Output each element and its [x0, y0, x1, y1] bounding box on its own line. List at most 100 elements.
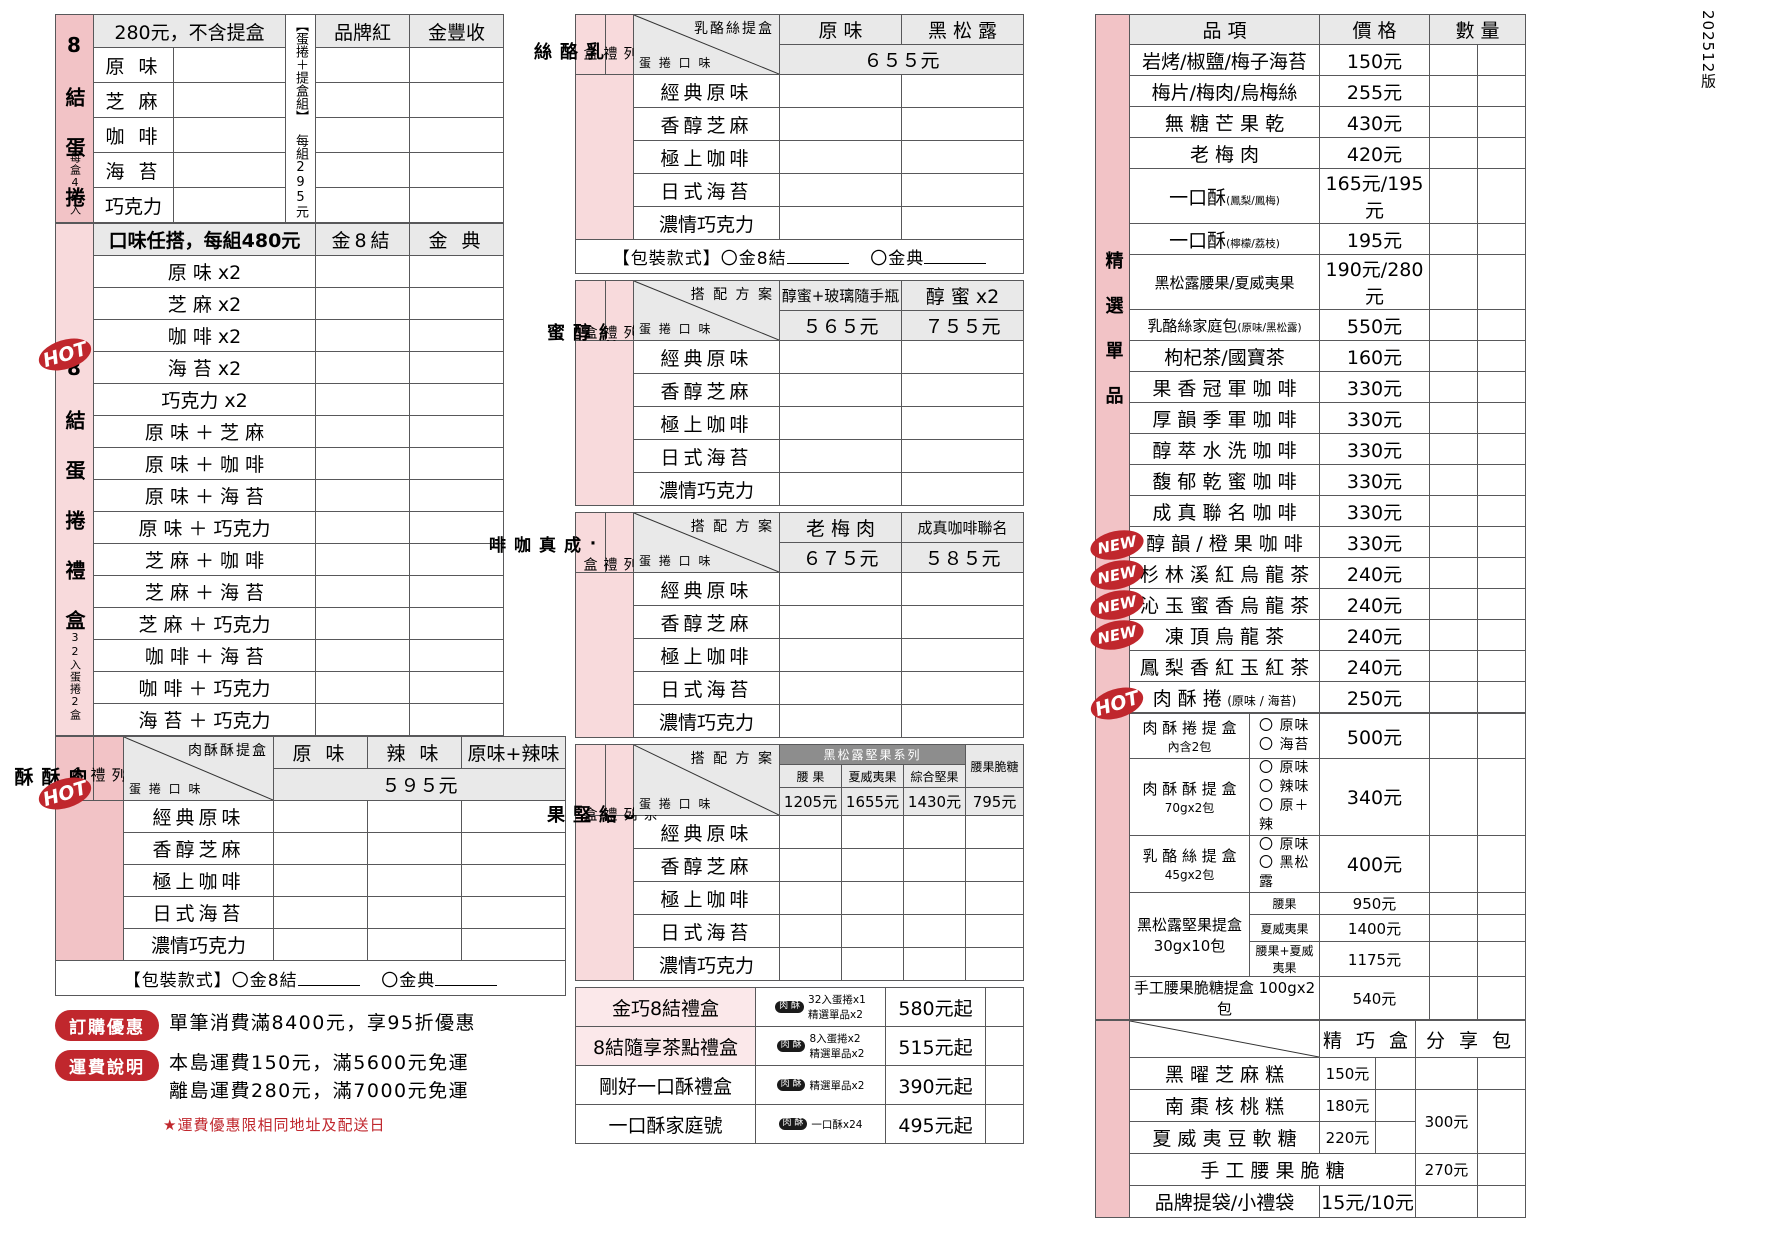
qty-input-cell[interactable] [409, 415, 504, 448]
qty-input-cell[interactable] [901, 340, 1024, 374]
qty-input-cell[interactable] [985, 1026, 1024, 1066]
qty-input-cell[interactable] [1476, 650, 1527, 682]
qty-input-cell[interactable] [1429, 941, 1478, 978]
qty-input-cell[interactable] [779, 439, 902, 473]
package-opt-classic-blank[interactable] [435, 984, 498, 986]
qty-input-cell[interactable] [409, 575, 504, 608]
qty-input-cell[interactable] [779, 74, 902, 108]
qty-input-cell[interactable] [461, 928, 566, 961]
package-opt-classic-blank[interactable] [924, 263, 987, 264]
qty-input-cell[interactable] [409, 117, 505, 153]
qty-input-cell[interactable] [409, 511, 504, 544]
qty-input-cell[interactable] [409, 319, 504, 352]
qty-input-cell[interactable] [1477, 1153, 1526, 1187]
qty-input-cell[interactable] [1477, 941, 1526, 978]
qty-input-cell[interactable] [315, 479, 410, 512]
qty-input-cell[interactable] [1429, 557, 1478, 589]
qty-input-cell[interactable] [409, 82, 505, 118]
qty-input-cell[interactable] [409, 255, 504, 288]
package-opt-classic[interactable]: 〇金典 [381, 970, 436, 991]
qty-input-cell[interactable] [965, 881, 1025, 915]
qty-input-cell[interactable] [1477, 758, 1526, 836]
qty-input-cell[interactable] [1477, 713, 1526, 759]
qty-input-cell[interactable] [315, 351, 410, 384]
qty-input-cell[interactable] [841, 848, 904, 882]
qty-input-cell[interactable] [1429, 892, 1478, 916]
qty-input-cell[interactable] [1429, 650, 1478, 682]
qty-input-cell[interactable] [367, 832, 462, 865]
qty-input-cell[interactable] [1477, 834, 1526, 894]
qty-input-cell[interactable] [1477, 892, 1526, 916]
qty-input-cell[interactable] [273, 864, 368, 897]
qty-input-cell[interactable] [779, 140, 902, 174]
package-opt-gold8[interactable]: 〇金8結 [720, 249, 787, 269]
package-style-note-cheese[interactable]: 【包裝款式】〇金8結 〇金典 [575, 239, 1024, 274]
qty-input-cell[interactable] [965, 914, 1025, 948]
qty-input-cell[interactable] [841, 914, 904, 948]
qty-input-cell[interactable] [1476, 495, 1527, 527]
package-opt-gold8-blank[interactable] [786, 263, 849, 264]
qty-input-cell[interactable] [315, 415, 410, 448]
qty-input-cell[interactable] [367, 864, 462, 897]
qty-input-cell[interactable] [1476, 526, 1527, 558]
qty-input-cell[interactable] [409, 479, 504, 512]
qty-input-cell[interactable] [901, 74, 1024, 108]
option-choice[interactable]: 〇 辣味 [1259, 778, 1310, 795]
qty-input-cell[interactable] [1429, 402, 1478, 434]
qty-input-cell[interactable] [1476, 309, 1527, 341]
qty-input-cell[interactable] [409, 287, 504, 320]
qty-input-cell[interactable] [1429, 44, 1478, 76]
qty-input-cell[interactable] [1375, 1121, 1416, 1155]
qty-input-cell[interactable] [1429, 223, 1478, 255]
qty-input-cell[interactable] [901, 107, 1024, 141]
qty-input-cell[interactable] [315, 511, 410, 544]
qty-input-cell[interactable] [901, 472, 1024, 506]
qty-input-cell[interactable] [1429, 433, 1478, 465]
qty-input-cell[interactable] [965, 815, 1025, 849]
qty-input-cell[interactable] [409, 351, 504, 384]
qty-input-cell[interactable] [779, 406, 902, 440]
qty-input-cell[interactable] [1476, 137, 1527, 169]
qty-input-cell[interactable] [1429, 106, 1478, 138]
qty-input-cell[interactable] [902, 881, 967, 915]
qty-input-cell[interactable] [779, 373, 902, 407]
qty-input-cell[interactable] [1429, 976, 1478, 1021]
qty-input-cell[interactable] [1415, 1185, 1478, 1219]
qty-input-cell[interactable] [409, 152, 505, 188]
qty-input-cell[interactable] [1476, 44, 1527, 76]
qty-input-cell[interactable] [779, 472, 902, 506]
qty-input-cell[interactable] [902, 815, 967, 849]
qty-input-cell[interactable] [901, 173, 1024, 207]
qty-input-cell[interactable] [315, 703, 410, 736]
qty-input-cell[interactable] [1477, 914, 1526, 943]
qty-input-cell[interactable] [1429, 834, 1478, 894]
qty-input-cell[interactable] [315, 47, 411, 83]
qty-input-cell[interactable] [1476, 464, 1527, 496]
qty-input-cell[interactable] [1476, 433, 1527, 465]
qty-input-cell[interactable] [315, 287, 410, 320]
qty-input-cell[interactable] [901, 671, 1024, 705]
qty-input-cell[interactable] [172, 187, 287, 223]
option-choice[interactable]: 〇 海苔 [1259, 737, 1310, 753]
qty-input-cell[interactable] [779, 572, 902, 606]
qty-input-cell[interactable] [1476, 588, 1527, 620]
qty-input-cell[interactable] [172, 82, 287, 118]
qty-input-cell[interactable] [409, 447, 504, 480]
qty-input-cell[interactable] [1477, 1089, 1526, 1155]
qty-input-cell[interactable] [409, 187, 505, 223]
qty-input-cell[interactable] [1476, 254, 1527, 310]
qty-input-cell[interactable] [315, 543, 410, 576]
qty-input-cell[interactable] [841, 947, 904, 981]
qty-input-cell[interactable] [1429, 371, 1478, 403]
qty-input-cell[interactable] [273, 800, 368, 833]
qty-input-cell[interactable] [1429, 914, 1478, 943]
qty-input-cell[interactable] [985, 1065, 1024, 1105]
qty-input-cell[interactable] [901, 140, 1024, 174]
qty-input-cell[interactable] [901, 439, 1024, 473]
option-choices[interactable]: 〇 原味 〇 黑松露 [1249, 834, 1320, 894]
qty-input-cell[interactable] [409, 671, 504, 704]
qty-input-cell[interactable] [409, 47, 505, 83]
qty-input-cell[interactable] [1477, 976, 1526, 1021]
qty-input-cell[interactable] [779, 704, 902, 738]
option-choices[interactable]: 〇 原味 〇 辣味 〇 原＋辣 [1249, 758, 1320, 836]
